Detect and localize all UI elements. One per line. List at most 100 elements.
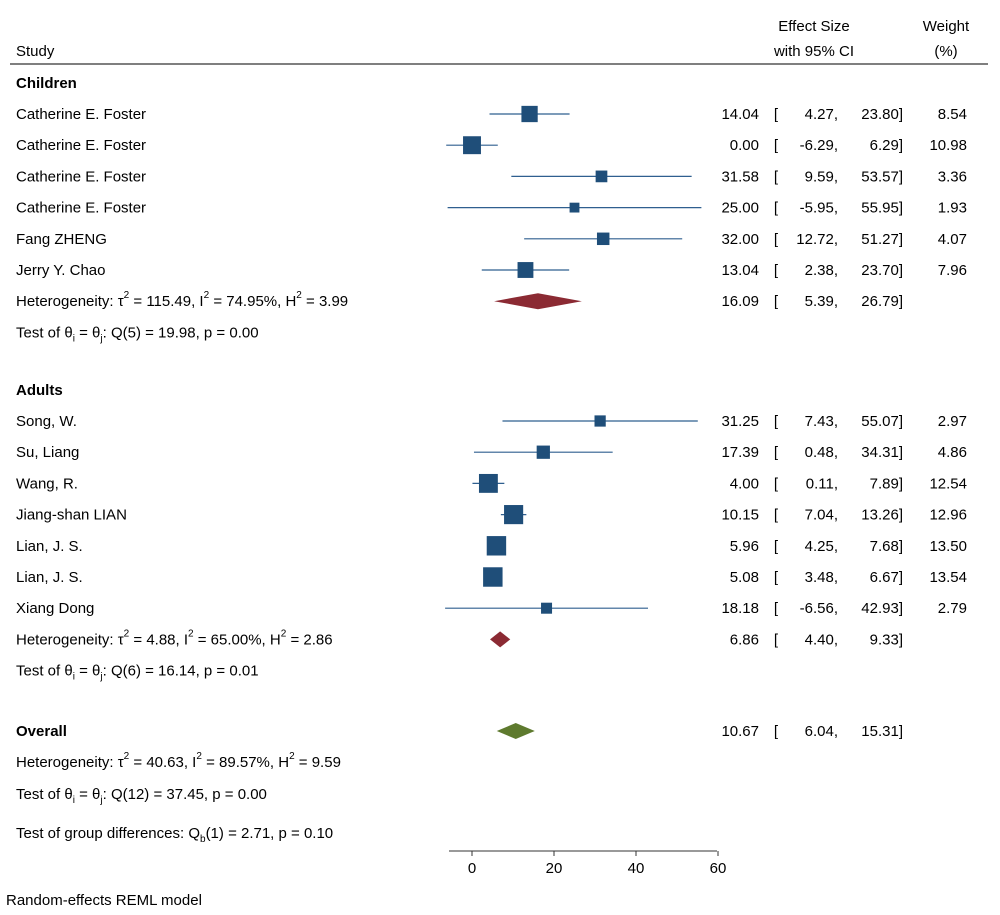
study-4-marker <box>569 202 580 213</box>
x-tick-label-20: 20 <box>546 860 563 877</box>
study-11-bracket-open: [ <box>774 538 779 555</box>
study-9-es: 4.00 <box>730 475 759 492</box>
study-2-hi: 6.29] <box>870 137 903 154</box>
overall-title: Overall <box>16 723 67 740</box>
header-ci: with 95% CI <box>773 43 854 60</box>
study-6-label: Jerry Y. Chao <box>16 262 106 279</box>
study-3-lo: 9.59, <box>805 168 838 185</box>
study-11-marker <box>486 536 507 556</box>
study-3-label: Catherine E. Foster <box>16 168 146 185</box>
group-2-summary-hi: 9.33] <box>870 631 903 648</box>
group-2-heterogeneity: Heterogeneity: τ2 = 4.88, I2 = 65.00%, H… <box>16 628 333 648</box>
study-12-marker <box>483 567 503 587</box>
study-5-hi: 51.27] <box>861 231 903 248</box>
group-2-summary-es: 6.86 <box>730 631 759 648</box>
group-1-summary-hi: 26.79] <box>861 293 903 310</box>
study-6-lo: 2.38, <box>805 262 838 279</box>
study-11-label: Lian, J. S. <box>16 538 83 555</box>
study-10-label: Jiang-shan LIAN <box>16 507 127 524</box>
study-9-bracket-open: [ <box>774 475 779 492</box>
study-7-lo: 7.43, <box>805 413 838 430</box>
study-8-weight: 4.86 <box>938 444 967 461</box>
study-4-lo: -5.95, <box>800 200 838 217</box>
study-11-es: 5.96 <box>730 538 759 555</box>
study-2-label: Catherine E. Foster <box>16 137 146 154</box>
study-12-hi: 6.67] <box>870 569 903 586</box>
study-10-lo: 7.04, <box>805 507 838 524</box>
study-6-hi: 23.70] <box>861 262 903 279</box>
study-13-label: Xiang Dong <box>16 600 94 617</box>
study-7-marker <box>594 415 606 427</box>
study-3-weight: 3.36 <box>938 168 967 185</box>
x-tick-label-60: 60 <box>710 860 727 877</box>
study-7-hi: 55.07] <box>861 413 903 430</box>
group-2-test: Test of θi = θj: Q(6) = 16.14, p = 0.01 <box>16 663 259 683</box>
header-effect-size: Effect Size <box>778 18 849 35</box>
study-2-bracket-open: [ <box>774 137 779 154</box>
group-1-heterogeneity: Heterogeneity: τ2 = 115.49, I2 = 74.95%,… <box>16 290 348 310</box>
study-3-hi: 53.57] <box>861 168 903 185</box>
study-8-label: Su, Liang <box>16 444 79 461</box>
study-4-es: 25.00 <box>721 200 759 217</box>
study-6-marker <box>517 262 534 278</box>
study-4-bracket-open: [ <box>774 200 779 217</box>
study-2-marker <box>463 136 481 155</box>
study-12-bracket-open: [ <box>774 569 779 586</box>
study-4-hi: 55.95] <box>861 200 903 217</box>
study-13-hi: 42.93] <box>861 600 903 617</box>
study-10-weight: 12.96 <box>929 507 967 524</box>
study-7-bracket-open: [ <box>774 413 779 430</box>
study-2-es: 0.00 <box>730 137 759 154</box>
study-7-es: 31.25 <box>721 413 759 430</box>
study-3-marker <box>595 170 608 183</box>
study-5-bracket-open: [ <box>774 231 779 248</box>
study-7-label: Song, W. <box>16 413 77 430</box>
study-3-bracket-open: [ <box>774 168 779 185</box>
study-1-weight: 8.54 <box>938 106 967 123</box>
group-1-summary-bracket-open: [ <box>774 293 779 310</box>
group-title-1: Children <box>16 75 77 92</box>
footer-model-note: Random-effects REML model <box>6 892 202 909</box>
study-8-es: 17.39 <box>721 444 759 461</box>
study-9-label: Wang, R. <box>16 475 78 492</box>
study-5-lo: 12.72, <box>796 231 838 248</box>
study-10-hi: 13.26] <box>861 507 903 524</box>
study-13-marker <box>541 602 553 614</box>
study-11-weight: 13.50 <box>929 538 967 555</box>
study-1-lo: 4.27, <box>805 106 838 123</box>
study-1-hi: 23.80] <box>861 106 903 123</box>
study-3-es: 31.58 <box>721 168 759 185</box>
group-2-summary-bracket-open: [ <box>774 631 779 648</box>
study-13-bracket-open: [ <box>774 600 779 617</box>
study-4-label: Catherine E. Foster <box>16 200 146 217</box>
study-7-weight: 2.97 <box>938 413 967 430</box>
overall-summary-es: 10.67 <box>721 723 759 740</box>
study-10-bracket-open: [ <box>774 507 779 524</box>
study-1-es: 14.04 <box>721 106 759 123</box>
study-9-hi: 7.89] <box>870 475 903 492</box>
study-10-marker <box>504 505 524 525</box>
study-11-hi: 7.68] <box>870 538 903 555</box>
group-title-2: Adults <box>16 382 63 399</box>
header-weight-unit: (%) <box>934 43 957 60</box>
study-4-weight: 1.93 <box>938 200 967 217</box>
overall-summary-hi: 15.31] <box>861 723 903 740</box>
study-1-marker <box>521 105 538 123</box>
study-1-bracket-open: [ <box>774 106 779 123</box>
overall-heterogeneity: Heterogeneity: τ2 = 40.63, I2 = 89.57%, … <box>16 751 341 771</box>
study-2-lo: -6.29, <box>800 137 838 154</box>
study-5-es: 32.00 <box>721 231 759 248</box>
study-12-lo: 3.48, <box>805 569 838 586</box>
group-2-summary-lo: 4.40, <box>805 631 838 648</box>
overall-summary-bracket-open: [ <box>774 723 779 740</box>
overall-test: Test of θi = θj: Q(12) = 37.45, p = 0.00 <box>16 786 267 806</box>
study-8-marker <box>536 445 550 459</box>
study-10-es: 10.15 <box>721 507 759 524</box>
group-1-test: Test of θi = θj: Q(5) = 19.98, p = 0.00 <box>16 324 259 344</box>
study-6-weight: 7.96 <box>938 262 967 279</box>
study-6-es: 13.04 <box>721 262 759 279</box>
group-1-summary-diamond <box>494 293 582 310</box>
group-1-summary-lo: 5.39, <box>805 293 838 310</box>
study-6-bracket-open: [ <box>774 262 779 279</box>
